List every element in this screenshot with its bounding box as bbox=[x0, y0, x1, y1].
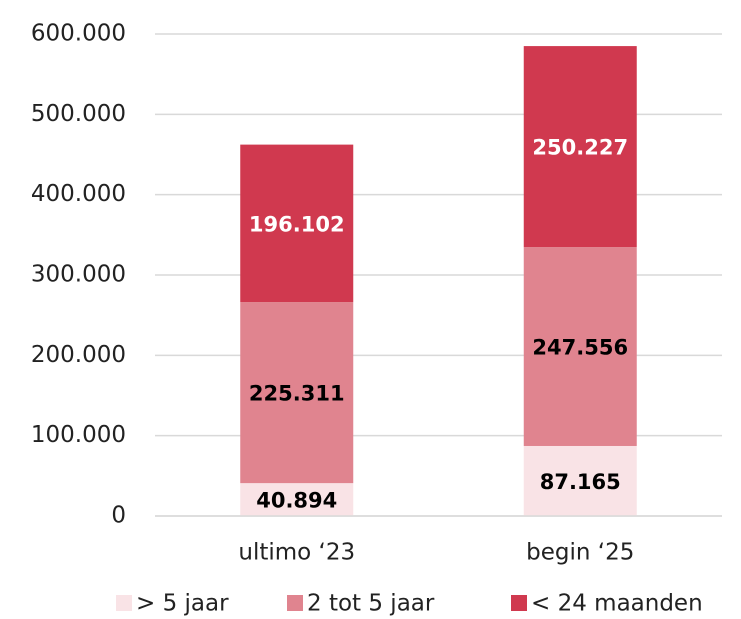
bar-segment bbox=[523, 445, 637, 516]
x-tick-label: ultimo ‘23 bbox=[238, 540, 355, 566]
bar-segment bbox=[240, 144, 354, 303]
data-label: 250.227 bbox=[532, 136, 628, 160]
bar-segment bbox=[240, 483, 354, 516]
bar-segment bbox=[523, 46, 637, 248]
legend-swatch bbox=[287, 595, 303, 611]
data-label: 247.556 bbox=[532, 336, 628, 360]
legend-label: 2 tot 5 jaar bbox=[307, 591, 435, 617]
legend-label: < 24 maanden bbox=[531, 591, 703, 617]
legend-label: > 5 jaar bbox=[136, 591, 229, 617]
data-label: 196.102 bbox=[249, 212, 345, 236]
y-tick-label: 500.000 bbox=[31, 101, 126, 127]
y-tick-label: 300.000 bbox=[31, 262, 126, 288]
y-tick-label: 400.000 bbox=[31, 181, 126, 207]
data-label: 40.894 bbox=[256, 489, 337, 513]
data-label: 87.165 bbox=[540, 470, 621, 494]
y-tick-label: 200.000 bbox=[31, 342, 126, 368]
y-tick-label: 0 bbox=[111, 503, 126, 529]
legend-swatch bbox=[116, 595, 132, 611]
bar-segment bbox=[240, 302, 354, 484]
x-tick-label: begin ‘25 bbox=[526, 540, 634, 566]
data-label: 225.311 bbox=[249, 382, 345, 406]
y-tick-label: 100.000 bbox=[31, 422, 126, 448]
legend-swatch bbox=[511, 595, 527, 611]
y-tick-label: 600.000 bbox=[31, 21, 126, 47]
bar-segment bbox=[523, 247, 637, 446]
